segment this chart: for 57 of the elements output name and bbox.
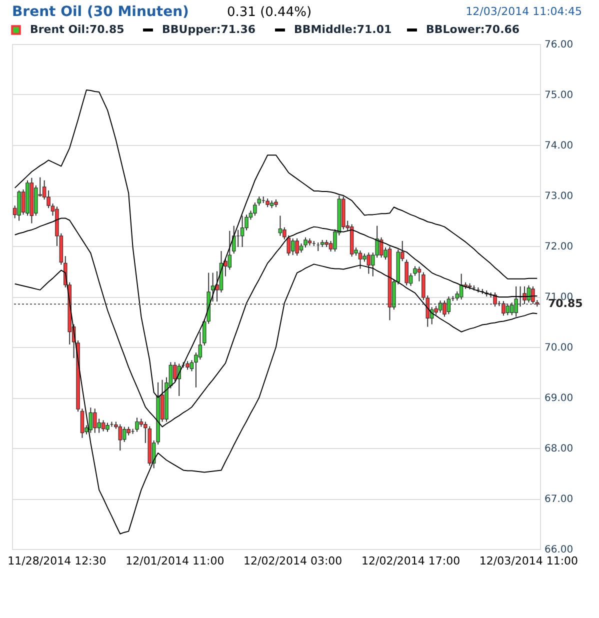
y-tick-label: 75.00 — [544, 90, 574, 101]
y-tick-label: 68.00 — [544, 444, 574, 454]
y-tick-label: 72.00 — [544, 242, 574, 252]
candlestick — [17, 190, 21, 222]
y-tick-label: 74.00 — [544, 140, 574, 152]
legend-label: BBUpper:71.36 — [162, 23, 256, 36]
line-series — [14, 264, 538, 534]
candlestick — [304, 236, 308, 248]
candlestick — [122, 426, 126, 442]
candlestick — [442, 300, 446, 318]
x-tick-label: 12/03/2014 11:00 — [479, 554, 578, 568]
x-tick-label: 11/28/2014 12:30 — [8, 554, 106, 568]
candlestick — [531, 286, 535, 305]
candlestick — [101, 420, 106, 432]
chart-title: Brent Oil (30 Minuten) — [12, 4, 189, 20]
legend-label: BBMiddle:71.01 — [294, 23, 392, 36]
text: 12/03/2014 11:04:45 — [466, 5, 582, 18]
y-tick-label: 69.00 — [544, 393, 574, 404]
ref-line-label: 70.85 — [548, 297, 583, 310]
candlestick — [106, 422, 110, 432]
candlestick — [240, 215, 244, 248]
candlestick — [506, 303, 510, 316]
y-tick-label: 76.00 — [544, 40, 574, 50]
candlestick — [404, 259, 408, 286]
candlestick — [514, 286, 518, 318]
candlestick — [228, 230, 232, 270]
y-tick-label: 70.00 — [544, 342, 574, 354]
candlestick — [417, 266, 422, 282]
candlestick — [493, 292, 497, 308]
y-tick-label: 66.00 — [544, 544, 574, 556]
y-tick-label: 73.00 — [544, 191, 574, 202]
candlestick — [510, 302, 514, 316]
candlestick — [198, 331, 202, 360]
candlestick — [210, 272, 215, 302]
chart-subtitle: 0.31 (0.44%) — [227, 5, 312, 20]
x-tick-label: 12/01/2014 11:00 — [126, 554, 224, 568]
candlestick — [135, 417, 139, 432]
candlestick — [290, 238, 295, 256]
candlestick — [358, 250, 362, 270]
line-series — [14, 89, 538, 398]
y-tick-label: 67.00 — [544, 494, 574, 505]
legend-label: Brent Oil:70.85 — [30, 23, 124, 36]
candlestick — [232, 225, 236, 254]
candlestick — [118, 424, 122, 452]
x-tick-label: 12/02/2014 17:00 — [361, 554, 460, 568]
candlestick — [92, 408, 97, 434]
candlestick — [295, 238, 299, 256]
candlestick — [299, 242, 304, 254]
candlestick — [278, 215, 282, 236]
candlestick — [502, 300, 506, 316]
candlestick — [446, 296, 451, 315]
candlestick — [366, 252, 371, 274]
candlestick — [438, 300, 442, 314]
x-tick-label: 12/02/2014 03:00 — [244, 554, 342, 568]
candlestick — [88, 407, 93, 434]
line-series — [14, 218, 538, 428]
legend-label: BBLower:70.66 — [426, 23, 520, 36]
